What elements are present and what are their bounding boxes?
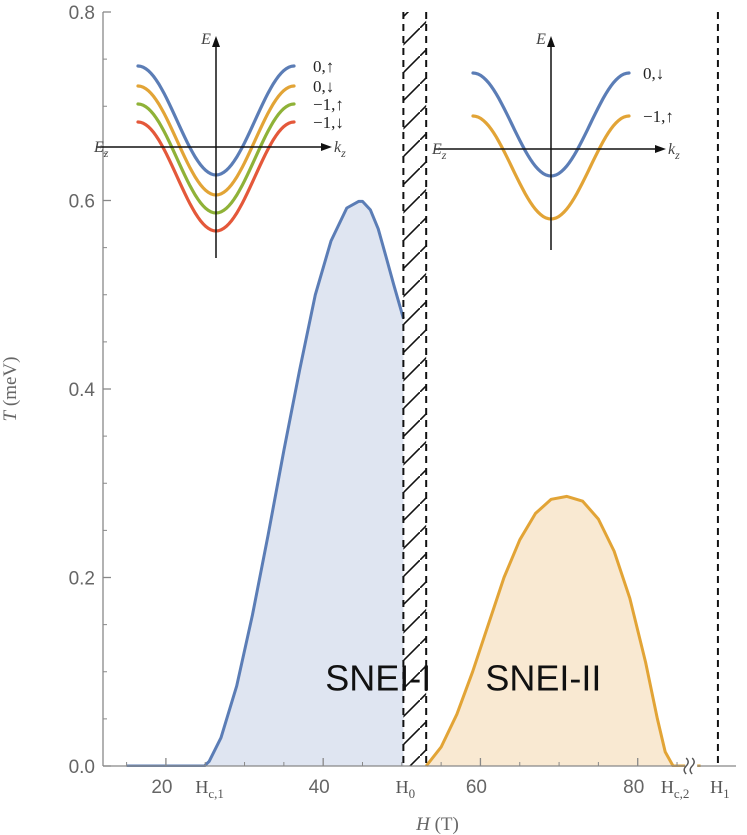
hatched-region-layer <box>403 12 427 766</box>
inset-left-axis-label-energy: E <box>200 31 211 48</box>
series-area-snei-ii <box>426 496 701 766</box>
marker-label-main: H <box>710 777 723 797</box>
inset-left-axis-label-left-sub: z <box>103 146 109 160</box>
series-line-snei-i <box>126 199 405 767</box>
marker-label-hc2: Hc,2 <box>661 777 690 801</box>
series-area-snei-i <box>126 201 404 766</box>
y-axis-title-symbol: T <box>0 409 21 421</box>
inset-left-band-label-2: −1,↑ <box>313 95 344 114</box>
inset-right-axis-label-left-main: E <box>431 141 442 158</box>
fill-layer <box>126 201 701 766</box>
axis-break-mark-0 <box>683 757 689 775</box>
x-tick-label-80: 80 <box>623 777 644 798</box>
inset-right: 0,↓−1,↑EEz kz <box>431 31 680 250</box>
inset-left-axis-label-right: kz <box>334 139 346 160</box>
marker-label-sub: c,2 <box>674 786 690 801</box>
inset-left: 0,↑0,↓−1,↑−1,↓EEz kz <box>93 31 346 258</box>
marker-label-main: H <box>661 777 674 797</box>
inset-left-band-label-0: 0,↑ <box>313 57 334 76</box>
inset-left-axis-label-right-main: k <box>334 139 342 156</box>
marker-label-main: H <box>195 777 208 797</box>
inset-left-band-label-1: 0,↓ <box>313 77 334 96</box>
inset-right-axis-label-energy: E <box>535 31 546 48</box>
marker-label-sub: 0 <box>409 786 416 801</box>
inset-left-v-arrow <box>212 36 220 47</box>
region-label-snei-ii: SNEI-II <box>485 658 601 699</box>
y-tick-label-0.4: 0.4 <box>69 380 96 401</box>
inset-layer: 0,↑0,↓−1,↑−1,↓EEz kz0,↓−1,↑EEz kz <box>93 31 680 258</box>
y-tick-label-0.6: 0.6 <box>69 192 95 213</box>
inset-right-axis-label-left: Ez <box>431 141 447 162</box>
x-axis-title-symbol: H <box>415 814 431 835</box>
inset-left-band-label-3: −1,↓ <box>313 113 344 132</box>
y-tick-label-0.8: 0.8 <box>69 3 95 24</box>
inset-right-v-arrow <box>547 36 555 47</box>
y-tick-label-0.2: 0.2 <box>69 569 95 590</box>
inset-right-axis-label-right-sub: z <box>674 148 680 162</box>
marker-label-sub: c,1 <box>208 786 224 801</box>
axis-break-mark-1 <box>689 757 695 775</box>
marker-label-sub: 1 <box>723 786 730 801</box>
y-axis-title-unit: (meV) <box>0 357 21 411</box>
inset-right-band-label-1: −1,↑ <box>643 107 674 126</box>
x-tick-label-20: 20 <box>151 777 172 798</box>
inset-left-axis-label-left: Ez <box>93 139 109 160</box>
x-axis-title: H (T) <box>415 814 459 835</box>
inset-left-h-arrow <box>321 143 332 151</box>
inset-right-h-arrow <box>655 145 666 153</box>
marker-label-main: H <box>396 777 409 797</box>
curve-layer <box>126 199 701 767</box>
marker-label-hc1: Hc,1 <box>195 777 224 801</box>
y-tick-label-0.0: 0.0 <box>69 757 95 778</box>
x-axis-title-unit: (T) <box>430 814 459 835</box>
inset-right-axis-label-left-sub: z <box>441 148 447 162</box>
inset-left-axis-label-left-main: E <box>93 139 104 156</box>
x-tick-label-60: 60 <box>466 777 487 798</box>
inset-right-axis-label-right-main: k <box>668 141 676 158</box>
inset-right-axis-label-right: kz <box>668 141 680 162</box>
inset-right-band-label-0: 0,↓ <box>643 64 664 83</box>
x-tick-label-40: 40 <box>309 777 330 798</box>
marker-label-h0: H0 <box>396 777 416 801</box>
series-line-snei-ii <box>425 494 701 767</box>
axes-layer: 0.0 0.2 0.4 0.6 0.8 20 40 60 80 <box>69 3 736 798</box>
inset-left-axis-label-right-sub: z <box>340 146 346 160</box>
region-label-snei-i: SNEI-I <box>325 658 431 699</box>
hatched-region <box>403 12 427 766</box>
marker-label-h1: H1 <box>710 777 730 801</box>
y-axis-title: T (meV) <box>0 357 21 422</box>
